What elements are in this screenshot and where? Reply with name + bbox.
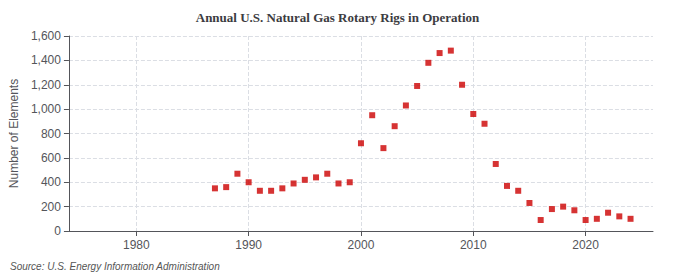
svg-text:1,200: 1,200 xyxy=(31,78,61,92)
svg-text:400: 400 xyxy=(41,175,61,189)
svg-text:2020: 2020 xyxy=(572,238,599,252)
svg-text:200: 200 xyxy=(41,200,61,214)
svg-text:1980: 1980 xyxy=(123,238,150,252)
svg-text:600: 600 xyxy=(41,151,61,165)
svg-text:Number of Elements: Number of Elements xyxy=(7,79,21,188)
svg-text:1,000: 1,000 xyxy=(31,102,61,116)
svg-text:1,400: 1,400 xyxy=(31,53,61,67)
svg-text:Source: U.S. Energy Informatio: Source: U.S. Energy Information Administ… xyxy=(10,261,220,272)
svg-text:1990: 1990 xyxy=(235,238,262,252)
svg-text:2010: 2010 xyxy=(460,238,487,252)
svg-text:2000: 2000 xyxy=(348,238,375,252)
svg-text:Annual U.S. Natural Gas Rotary: Annual U.S. Natural Gas Rotary Rigs in O… xyxy=(196,10,480,25)
svg-text:1,600: 1,600 xyxy=(31,29,61,43)
svg-text:800: 800 xyxy=(41,127,61,141)
svg-text:0: 0 xyxy=(54,224,61,238)
